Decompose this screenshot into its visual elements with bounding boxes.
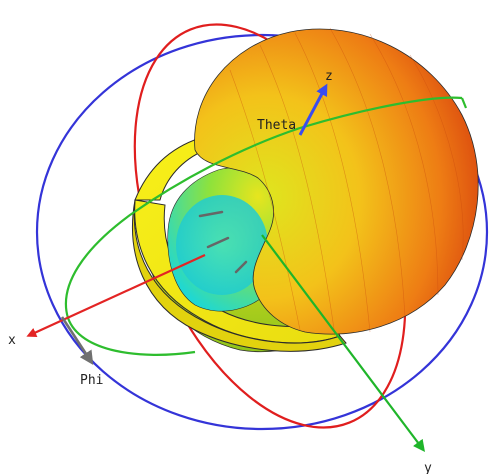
y-axis-arrow: [261, 234, 426, 452]
x-axis-label: x: [8, 333, 16, 348]
pattern-disc-rim: [132, 199, 347, 352]
blue-ring: [35, 33, 489, 431]
z-axis-arrow: [298, 83, 328, 136]
pattern-contour-bands: [229, 27, 464, 337]
green-ring-tail: [460, 97, 468, 109]
z-axis-label: z: [325, 69, 333, 84]
phi-arrow: [60, 316, 94, 366]
y-axis-label: y: [424, 461, 432, 474]
origin-ticks: [198, 210, 248, 274]
pattern-waist: [176, 195, 268, 295]
x-axis-arrow: [26, 253, 206, 338]
green-ring: [64, 96, 463, 356]
pattern-main-lobe: [194, 28, 479, 335]
theta-label: Theta: [257, 118, 296, 133]
phi-label: Phi: [80, 373, 103, 388]
